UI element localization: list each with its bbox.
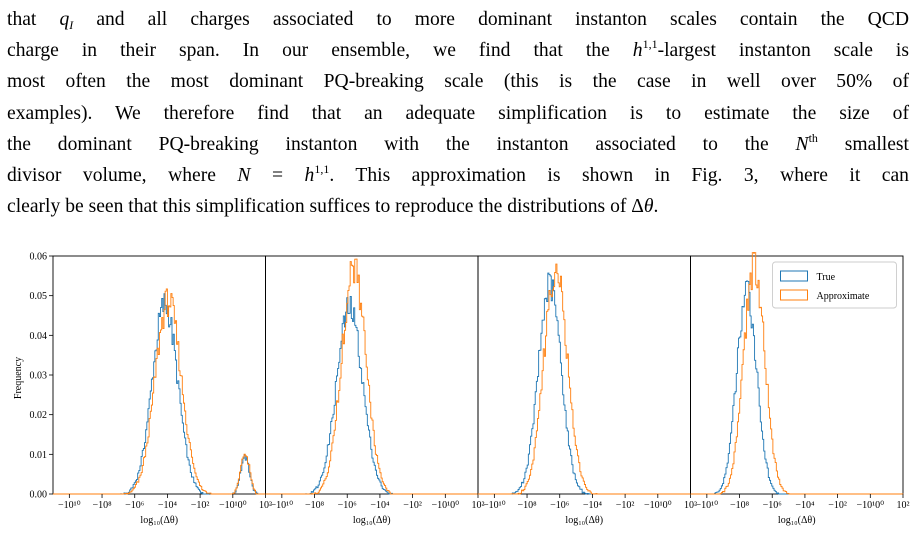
paragraph-line: examples). We therefore find that an ade… xyxy=(7,98,909,129)
text-run: = xyxy=(250,165,305,187)
panel-title: h¹·¹ = 50 xyxy=(343,252,402,256)
text-run: 1,1 xyxy=(314,162,330,177)
paragraph-line: the dominant PQ-breaking instanton with … xyxy=(7,129,909,160)
x-tick-label: −10¹0⁰ xyxy=(219,500,247,511)
x-tick-label: −10¹⁰ xyxy=(483,500,506,511)
legend-label: True xyxy=(817,272,836,283)
x-tick-label: −10¹0⁰ xyxy=(431,500,459,511)
x-axis-label: log₁₀(Δθ) xyxy=(140,515,178,526)
x-axis-label: log₁₀(Δθ) xyxy=(565,515,603,526)
text-run: 1,1 xyxy=(642,37,658,52)
text-run: h xyxy=(632,40,643,62)
x-tick-label: 10² xyxy=(897,500,910,511)
series-true-histogram xyxy=(265,296,479,495)
text-run: θ xyxy=(643,196,654,218)
paragraph-line: divisor volume, where N = h1,1. This app… xyxy=(7,160,909,191)
panel-1: h¹·¹ = 20 −10¹⁰ −10⁸ −10⁶ −10⁴ −10² −10¹0⁰ 10² l… xyxy=(52,252,272,526)
text-run: charge in their span. In our ensemble, w… xyxy=(7,40,633,62)
text-run: that xyxy=(7,9,60,30)
text-run: h xyxy=(304,165,315,187)
text-run: q xyxy=(59,9,70,30)
panel-frame xyxy=(52,255,266,495)
paragraph-line: charge in their span. In our ensemble, w… xyxy=(7,35,909,66)
text-run: the dominant PQ-breaking instanton with … xyxy=(7,133,796,155)
x-tick-label: −10⁸ xyxy=(305,500,325,511)
x-axis-label: log₁₀(Δθ) xyxy=(778,515,816,526)
panel-3: h¹·¹ = 80 −10¹⁰ −10⁸ −10⁶ −10⁴ −10² −10¹0⁰ 10² l… xyxy=(477,252,697,526)
panels: h¹·¹ = 20 −10¹⁰ −10⁸ −10⁶ −10⁴ −10² −10¹0⁰ 10² l… xyxy=(52,252,910,526)
x-tick-label: 10² xyxy=(259,500,272,511)
paragraph-line: that qI and all charges associated to mo… xyxy=(7,4,909,35)
panel-2: h¹·¹ = 50 −10¹⁰ −10⁸ −10⁶ −10⁴ −10² −10¹0⁰ 10² l… xyxy=(265,252,485,526)
series-approximate-histogram xyxy=(478,263,691,495)
x-tick-label: −10² xyxy=(828,500,847,511)
text-run: th xyxy=(808,130,818,145)
y-tick-label: 0.01 xyxy=(30,450,48,461)
x-tick-label: −10² xyxy=(403,500,422,511)
y-ticks: 0.00 0.01 0.02 0.03 0.04 0.05 0.06 xyxy=(30,252,53,501)
x-tick-label: −10⁶ xyxy=(763,500,783,511)
x-tick-label: −10⁸ xyxy=(517,500,537,511)
y-tick-label: 0.06 xyxy=(30,252,48,263)
text-run: examples). We therefore find that an ade… xyxy=(7,102,909,124)
legend-label: Approximate xyxy=(817,291,870,302)
panel-title: h¹·¹ = 80 xyxy=(555,252,614,256)
x-tick-label: −10⁴ xyxy=(158,500,178,511)
series-true-histogram xyxy=(478,272,691,495)
text-run: clearly be seen that this simplification… xyxy=(7,196,644,218)
x-tick-label: −10⁸ xyxy=(730,500,750,511)
text-run: most often the most dominant PQ-breaking… xyxy=(7,71,909,93)
legend-box xyxy=(772,261,897,309)
panel-frame xyxy=(477,255,691,495)
text-run: and all charges associated to more domin… xyxy=(73,9,909,30)
text-run: -largest instanton scale is xyxy=(657,40,909,62)
x-tick-label: −10¹⁰ xyxy=(58,500,81,511)
panel-title: h¹·¹ = 100 xyxy=(763,252,830,256)
series-approximate-histogram xyxy=(690,252,904,495)
x-tick-label: −10⁶ xyxy=(338,500,358,511)
paragraph: that qI and all charges associated to mo… xyxy=(7,4,909,222)
x-tick-label: −10¹⁰ xyxy=(271,500,294,511)
series-true-histogram xyxy=(53,293,266,495)
x-tick-label: −10⁶ xyxy=(550,500,570,511)
legend-swatch-true xyxy=(780,270,808,282)
paragraph-line: most often the most dominant PQ-breaking… xyxy=(7,66,909,97)
text-run: divisor volume, where xyxy=(7,165,238,187)
x-tick-label: −10⁴ xyxy=(795,500,815,511)
y-tick-label: 0.04 xyxy=(30,331,48,342)
text-run: . This approximation is shown in Fig. 3,… xyxy=(329,165,909,187)
x-axis-label: log₁₀(Δθ) xyxy=(353,515,391,526)
histogram-figure: Frequency 0.00 0.01 0.02 0.03 0.04 0.05 0.06 h… xyxy=(13,252,910,526)
text-run: I xyxy=(69,18,74,32)
x-tick-label: 10² xyxy=(472,500,485,511)
x-tick-label: 10² xyxy=(684,500,697,511)
x-tick-label: −10⁶ xyxy=(125,500,145,511)
legend: True Approximate xyxy=(772,261,897,309)
text-run: N xyxy=(237,165,251,187)
panel-4: h¹·¹ = 100 −10¹⁰ −10⁸ −10⁶ −10⁴ −10² −10¹0⁰ 10²… xyxy=(690,252,910,526)
panel-title: h¹·¹ = 20 xyxy=(130,252,189,256)
x-tick-label: −10⁴ xyxy=(370,500,390,511)
x-tick-label: −10¹⁰ xyxy=(696,500,719,511)
text-run: smallest xyxy=(817,133,909,155)
x-tick-label: −10⁸ xyxy=(92,500,112,511)
x-tick-label: −10⁴ xyxy=(583,500,603,511)
paragraph-line: clearly be seen that this simplification… xyxy=(7,191,909,222)
series-approximate-histogram xyxy=(265,258,479,495)
series-true-histogram xyxy=(690,280,904,495)
y-tick-label: 0.02 xyxy=(30,410,48,421)
x-tick-label: −10¹0⁰ xyxy=(644,500,672,511)
series-approximate-histogram xyxy=(53,288,266,495)
x-tick-label: −10¹0⁰ xyxy=(856,500,884,511)
text-run: . xyxy=(653,196,659,218)
legend-swatch-approximate xyxy=(780,289,808,301)
y-tick-label: 0.05 xyxy=(30,291,48,302)
y-tick-label: 0.03 xyxy=(30,371,48,382)
x-tick-label: −10² xyxy=(616,500,635,511)
y-tick-label: 0.00 xyxy=(30,490,48,501)
y-axis-label: Frequency xyxy=(13,357,24,399)
x-tick-label: −10² xyxy=(191,500,210,511)
text-run: N xyxy=(795,133,809,155)
